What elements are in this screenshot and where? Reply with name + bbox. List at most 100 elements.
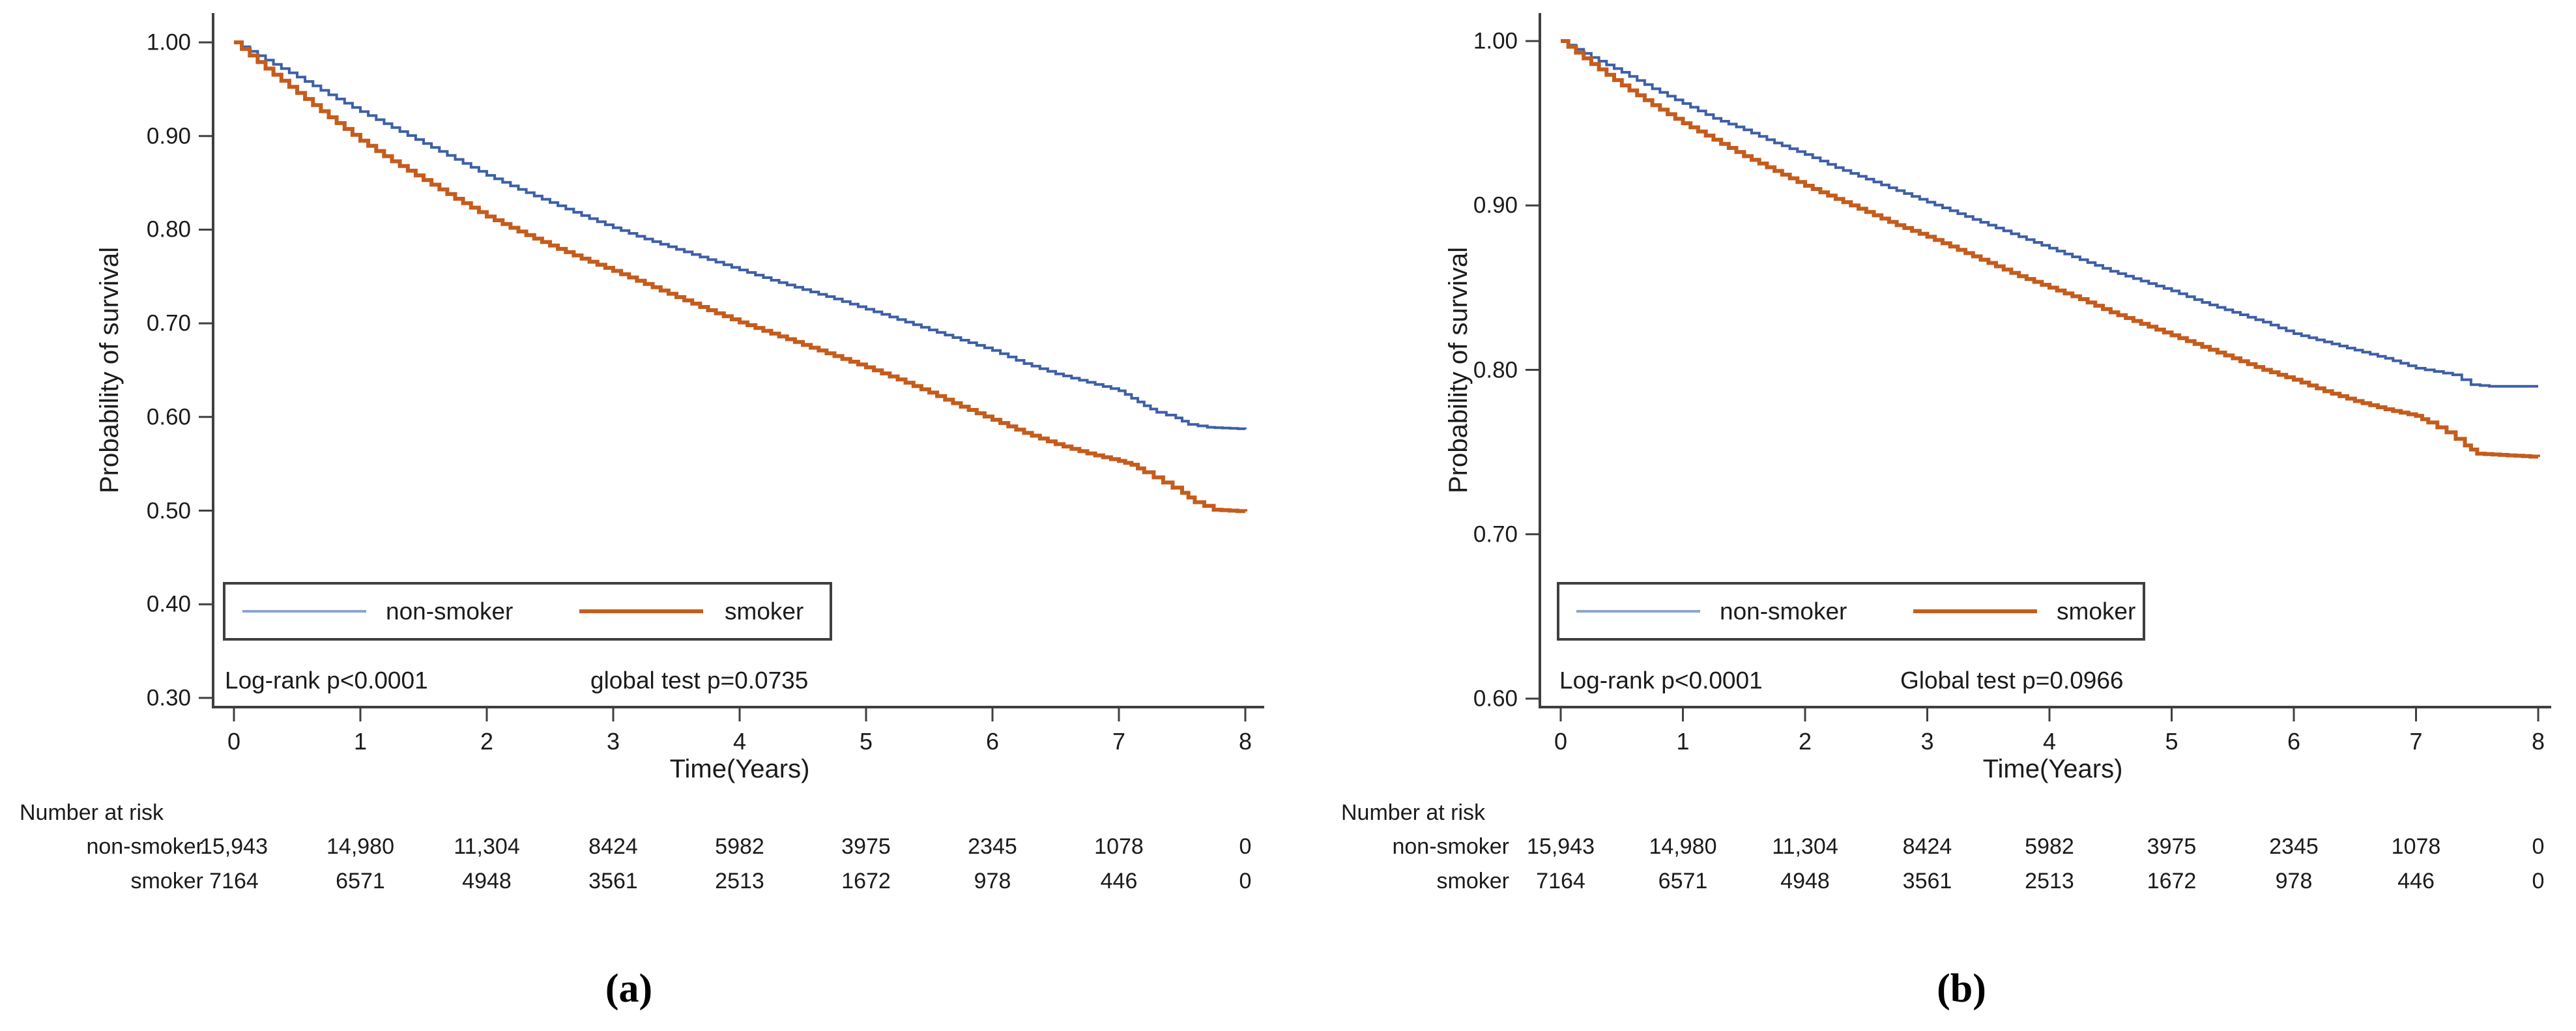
risk-count-smoker-b: 2513 (2025, 869, 2074, 893)
risk-count-smoker-a: 4948 (462, 869, 512, 893)
risk-count-smoker-a: 1672 (841, 869, 891, 893)
risk-row-label-smoker-b: smoker (1436, 869, 1509, 893)
risk-count-non-smoker-b: 11,304 (1772, 834, 1838, 859)
risk-count-non-smoker-b: 8424 (1902, 834, 1952, 859)
risk-count-non-smoker-b: 1078 (2391, 834, 2441, 859)
x-tick-label-b: 6 (2287, 728, 2301, 755)
legend-label-non-smoker-a: non-smoker (386, 598, 514, 625)
risk-count-non-smoker-a: 1078 (1094, 834, 1144, 859)
caption-a-close-paren: ) (639, 966, 653, 1011)
risk-count-non-smoker-a: 3975 (841, 834, 891, 859)
risk-count-non-smoker-b: 0 (2532, 834, 2545, 859)
risk-count-smoker-b: 7164 (1536, 869, 1585, 893)
risk-row-label-non-smoker-b: non-smoker (1392, 834, 1509, 859)
x-tick-label-a: 5 (859, 728, 873, 755)
y-tick-label-a: 0.50 (146, 498, 191, 523)
km-curve-non-smoker-a (234, 41, 1247, 430)
number-at-risk-header-a: Number at risk (20, 800, 164, 825)
caption-a-letter: a (618, 966, 639, 1011)
y-tick-label-a: 1.00 (146, 29, 191, 55)
y-tick-label-a: 0.30 (146, 685, 191, 711)
x-tick-label-b: 3 (1920, 728, 1934, 755)
risk-count-non-smoker-a: 11,304 (454, 834, 520, 859)
axis-frame-b (1539, 13, 2551, 708)
y-tick-label-a: 0.60 (146, 404, 191, 430)
risk-count-smoker-a: 2513 (715, 869, 764, 893)
legend-label-smoker-a: smoker (725, 598, 804, 625)
risk-count-smoker-a: 978 (974, 869, 1011, 893)
x-tick-label-a: 1 (353, 728, 368, 755)
x-tick-label-a: 0 (227, 728, 241, 755)
logrank-p-value-a: Log-rank p<0.0001 (225, 667, 428, 694)
risk-count-smoker-b: 4948 (1780, 869, 1830, 893)
number-at-risk-header-b: Number at risk (1341, 800, 1486, 825)
risk-count-smoker-b: 3561 (1902, 869, 1952, 893)
x-tick-label-b: 7 (2409, 728, 2423, 755)
risk-count-smoker-b: 6571 (1658, 869, 1708, 893)
risk-count-non-smoker-a: 0 (1239, 834, 1252, 859)
legend-line-smoker-b (1913, 609, 2037, 613)
x-tick-label-b: 0 (1554, 728, 1568, 755)
risk-count-non-smoker-a: 8424 (588, 834, 638, 859)
risk-count-non-smoker-a: 2345 (968, 834, 1017, 859)
y-axis-title-b: Probability of survival (1444, 247, 1473, 493)
km-curve-smoker-a (234, 40, 1247, 514)
x-tick-label-b: 1 (1676, 728, 1690, 755)
legend-line-non-smoker-b (1576, 610, 1700, 613)
legend-line-non-smoker-a (242, 610, 366, 613)
legend-line-smoker-a (579, 609, 703, 613)
risk-count-non-smoker-a: 5982 (715, 834, 764, 859)
y-tick-label-a: 0.80 (146, 216, 191, 242)
panel-caption-b: (b) (1937, 968, 1986, 1009)
global-test-p-value-a: global test p=0.0735 (590, 667, 809, 694)
risk-count-smoker-a: 6571 (336, 869, 385, 893)
caption-b-letter: b (1950, 966, 1973, 1011)
x-tick-label-b: 2 (1798, 728, 1812, 755)
axis-frame-a (212, 13, 1264, 708)
x-tick-label-a: 4 (732, 728, 747, 755)
risk-count-smoker-b: 446 (2397, 869, 2435, 893)
y-tick-label-b: 0.70 (1473, 521, 1518, 547)
y-tick-label-b: 0.80 (1473, 357, 1518, 383)
risk-count-non-smoker-b: 5982 (2025, 834, 2074, 859)
risk-count-smoker-b: 978 (2275, 869, 2313, 893)
risk-count-non-smoker-a: 15,943 (200, 834, 268, 859)
risk-count-smoker-b: 1672 (2147, 869, 2197, 893)
x-tick-label-b: 5 (2165, 728, 2178, 755)
risk-count-non-smoker-b: 2345 (2269, 834, 2319, 859)
risk-count-smoker-a: 7164 (209, 869, 259, 893)
risk-count-non-smoker-b: 3975 (2147, 834, 2197, 859)
risk-count-smoker-a: 0 (1239, 869, 1252, 893)
km-curve-non-smoker-b (1561, 40, 2538, 388)
risk-count-smoker-a: 3561 (588, 869, 638, 893)
global-test-p-value-b: Global test p=0.0966 (1900, 667, 2124, 694)
x-axis-title-b: Time(Years) (1982, 755, 2123, 783)
risk-count-non-smoker-a: 14,980 (326, 834, 394, 859)
y-tick-label-b: 0.90 (1473, 192, 1518, 218)
x-tick-label-a: 2 (480, 728, 494, 755)
logrank-p-value-b: Log-rank p<0.0001 (1559, 667, 1763, 694)
panel-caption-a: (a) (605, 968, 652, 1009)
risk-row-label-non-smoker-a: non-smoker (86, 834, 203, 859)
legend-label-non-smoker-b: non-smoker (1720, 598, 1847, 625)
risk-count-smoker-b: 0 (2532, 869, 2545, 893)
x-tick-label-a: 8 (1238, 728, 1252, 755)
x-tick-label-b: 8 (2531, 728, 2545, 755)
risk-count-non-smoker-b: 14,980 (1649, 834, 1717, 859)
x-tick-label-a: 6 (985, 728, 1000, 755)
risk-count-smoker-a: 446 (1100, 869, 1138, 893)
x-tick-label-b: 4 (2042, 728, 2057, 755)
x-tick-label-a: 3 (606, 728, 620, 755)
caption-b-close-paren: ) (1973, 966, 1986, 1011)
y-tick-label-a: 0.40 (146, 591, 191, 617)
risk-row-label-smoker-a: smoker (130, 869, 203, 893)
y-tick-label-b: 0.60 (1473, 686, 1518, 712)
km-curve-smoker-b (1561, 39, 2540, 459)
caption-b-open-paren: ( (1937, 966, 1950, 1011)
caption-a-open-paren: ( (605, 966, 619, 1011)
y-axis-title-a: Probability of survival (95, 247, 124, 493)
risk-count-non-smoker-b: 15,943 (1527, 834, 1595, 859)
y-tick-label-b: 1.00 (1473, 28, 1518, 54)
